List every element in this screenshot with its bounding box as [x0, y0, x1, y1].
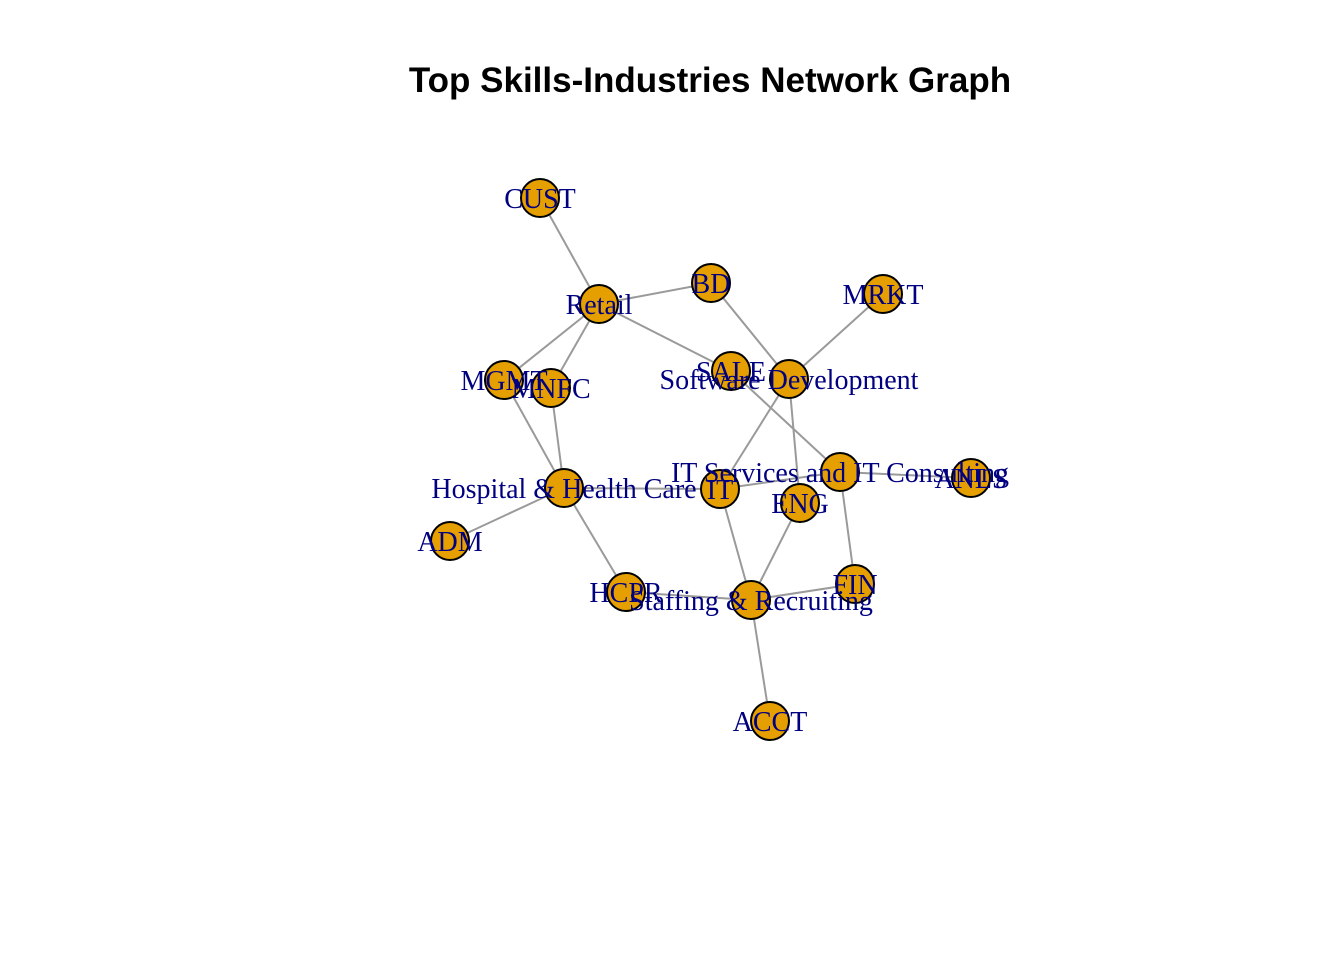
node-label-mnfc: MNFC: [511, 374, 590, 405]
node-label-hospital: Hospital & Health Care: [431, 474, 696, 505]
node-softwaredev: [769, 359, 809, 399]
edge-hospital-it: [563, 487, 721, 490]
node-label-itservices: IT Services and IT Consulting: [671, 458, 1009, 489]
edge-hospital-adm: [449, 487, 565, 542]
node-label-hcpr: HCPR: [589, 578, 662, 609]
node-label-acct: ACCT: [733, 707, 808, 738]
node-label-it: IT: [707, 475, 733, 506]
node-mnfc: [531, 368, 571, 408]
node-adm: [430, 521, 470, 561]
node-label-anls: ANLS: [934, 464, 1007, 495]
edge-itservices-anls: [839, 471, 972, 479]
node-mrkt: [863, 274, 903, 314]
edge-staffing-acct: [750, 599, 771, 722]
node-hospital: [544, 468, 584, 508]
node-bd: [691, 263, 731, 303]
node-label-mrkt: MRKT: [843, 280, 924, 311]
node-acct: [750, 701, 790, 741]
edge-retail-sale: [598, 303, 732, 372]
node-label-eng: ENG: [771, 489, 829, 520]
edge-it-itservices: [719, 471, 841, 490]
node-retail: [579, 284, 619, 324]
node-eng: [780, 483, 820, 523]
edge-bd-softwaredev: [710, 282, 790, 380]
edge-softwaredev-it: [719, 378, 790, 490]
chart-title: Top Skills-Industries Network Graph: [409, 61, 1011, 100]
node-sale: [711, 351, 751, 391]
node-label-staffing: Staffing & Recruiting: [629, 586, 873, 617]
node-fin: [835, 564, 875, 604]
node-label-cust: CUST: [504, 184, 576, 215]
node-staffing: [731, 580, 771, 620]
node-cust: [520, 178, 560, 218]
edge-retail-mgmt: [503, 303, 600, 381]
node-anls: [951, 458, 991, 498]
node-label-softwaredev: Software Development: [660, 365, 919, 396]
edge-sale-itservices: [730, 370, 841, 473]
node-label-bd: BD: [692, 269, 731, 300]
node-label-fin: FIN: [832, 570, 877, 601]
node-label-adm: ADM: [417, 527, 482, 558]
edge-cust-retail: [539, 197, 600, 305]
nodes-layer: [430, 178, 991, 741]
node-label-sale: SALE: [696, 357, 766, 388]
node-label-retail: Retail: [566, 290, 633, 321]
node-hcpr: [606, 572, 646, 612]
edge-mrkt-softwaredev: [788, 293, 884, 380]
node-label-mgmt: MGMT: [460, 366, 547, 397]
edge-mgmt-hospital: [503, 379, 565, 489]
edge-hospital-hcpr: [563, 487, 627, 593]
node-it: [700, 469, 740, 509]
node-mgmt: [484, 360, 524, 400]
edge-softwaredev-eng: [788, 378, 801, 504]
node-itservices: [820, 452, 860, 492]
edge-hcpr-staffing: [625, 591, 752, 601]
